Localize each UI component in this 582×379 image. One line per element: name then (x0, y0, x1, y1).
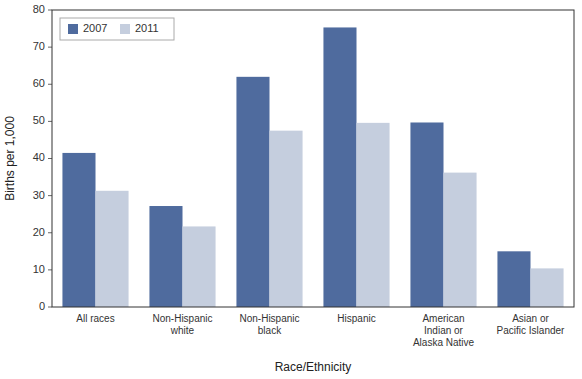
legend-label: 2011 (135, 22, 159, 34)
x-axis-label: Race/Ethnicity (275, 360, 352, 374)
legend: 2007 2011 (60, 18, 174, 40)
y-tick (48, 121, 52, 122)
y-tick-label: 70 (33, 40, 45, 52)
y-tick-label: 80 (33, 3, 45, 15)
x-tick-label: Hispanic (337, 313, 375, 324)
bar (183, 226, 216, 307)
bar (149, 206, 182, 307)
plot-frame (52, 10, 574, 307)
y-tick (48, 269, 52, 270)
y-tick (48, 10, 52, 11)
chart: 0 10 20 30 40 50 60 70 80 All races Non-Hispanicwh… (0, 0, 582, 379)
bar (236, 77, 269, 307)
legend-swatch (68, 24, 78, 34)
y-tick (48, 307, 52, 308)
y-tick-label: 20 (33, 226, 45, 238)
x-tick-label: All races (76, 313, 114, 324)
bar (62, 153, 95, 307)
bar (357, 123, 390, 307)
legend-label: 2007 (83, 22, 107, 34)
bar (497, 251, 530, 307)
y-tick (48, 232, 52, 233)
x-tick-label: Non-Hispanicblack (239, 313, 299, 336)
y-tick-label: 0 (39, 300, 45, 312)
y-tick (48, 84, 52, 85)
x-tick-label: Non-Hispanicwhite (152, 313, 212, 336)
bar (531, 268, 564, 307)
y-tick (48, 158, 52, 159)
chart-container: 0 10 20 30 40 50 60 70 80 All races Non-Hispanicwh… (0, 0, 582, 379)
y-tick-label: 10 (33, 263, 45, 275)
legend-swatch (120, 24, 130, 34)
y-tick-label: 60 (33, 77, 45, 89)
bar (410, 122, 443, 307)
y-tick-label: 40 (33, 151, 45, 163)
y-axis-label: Births per 1,000 (3, 116, 17, 201)
bar (323, 27, 356, 307)
x-tick-label: Asian orPacific Islander (497, 313, 565, 336)
bar (270, 131, 303, 307)
y-tick (48, 47, 52, 48)
x-tick-label: AmericanIndian orAlaska Native (413, 313, 475, 348)
y-tick (48, 195, 52, 196)
legend-box (60, 18, 174, 40)
bar (444, 173, 477, 307)
y-tick-label: 50 (33, 114, 45, 126)
bar (96, 191, 129, 307)
y-tick-label: 30 (33, 189, 45, 201)
bars (62, 27, 563, 307)
